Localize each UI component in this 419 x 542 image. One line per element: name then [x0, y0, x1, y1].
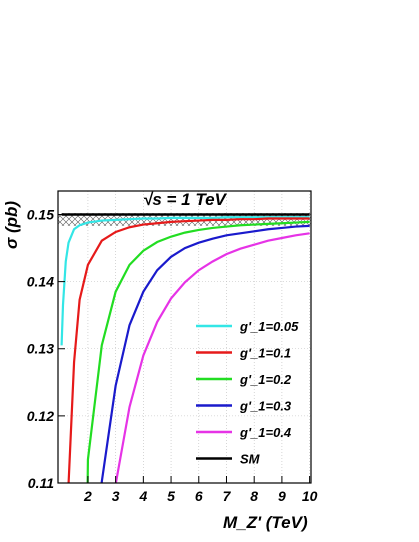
y-tick-labels: 0.11 0.12 0.13 0.14 0.15 [27, 206, 54, 491]
x-tick-label: 6 [195, 488, 203, 504]
series-line [60, 216, 310, 346]
x-tick-label: 2 [83, 488, 92, 504]
legend-label: SM [240, 452, 261, 467]
legend: g'_1=0.05 g'_1=0.1 g'_1=0.2 g'_1=0.3 g'_1=0.… [196, 319, 299, 467]
x-tick-label: 7 [223, 488, 232, 504]
x-axis-title: M_Z' (TeV) [223, 513, 308, 532]
y-tick-label: 0.11 [28, 475, 54, 491]
axis-ticks [58, 213, 311, 484]
series-lines [60, 213, 310, 483]
legend-label: g'_1=0.3 [239, 399, 292, 414]
x-tick-label: 4 [138, 488, 147, 504]
legend-label: g'_1=0.2 [239, 372, 292, 387]
y-tick-label: 0.15 [27, 206, 54, 222]
series-line [67, 217, 310, 483]
x-tick-label: 8 [250, 488, 258, 504]
y-axis-title: σ (pb) [2, 201, 21, 249]
legend-label: g'_1=0.4 [239, 425, 292, 440]
x-tick-label: 9 [278, 488, 286, 504]
legend-label: g'_1=0.1 [239, 346, 291, 361]
x-tick-label: 10 [302, 488, 318, 504]
x-tick-label: 5 [167, 488, 175, 504]
plot-frame [57, 190, 312, 484]
legend-label: g'_1=0.05 [239, 319, 299, 334]
y-tick-label: 0.13 [27, 341, 54, 357]
x-tick-label: 3 [112, 488, 120, 504]
series-line [86, 220, 310, 483]
series-line [114, 232, 310, 483]
x-tick-labels: 2 3 4 5 6 7 8 9 10 [83, 488, 318, 504]
series-line [100, 224, 310, 483]
y-tick-label: 0.12 [27, 408, 54, 424]
chart-title: √s = 1 TeV [143, 190, 228, 209]
y-tick-label: 0.14 [27, 274, 54, 290]
